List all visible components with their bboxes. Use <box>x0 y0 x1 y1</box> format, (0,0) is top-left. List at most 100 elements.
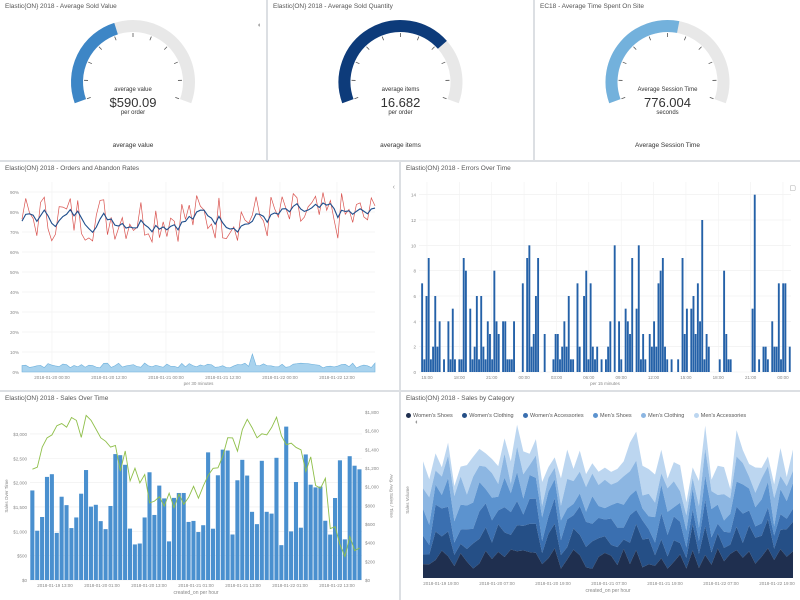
error-bar <box>762 346 765 372</box>
x-axis-label: per 30 minutes <box>184 381 215 386</box>
sales-bar <box>235 480 240 580</box>
legend-item[interactable]: Women's Clothing <box>462 412 514 419</box>
y-tick-label: $1,000 <box>13 529 27 534</box>
error-bar <box>583 296 586 372</box>
sales-bar <box>269 513 274 580</box>
y-tick-label: 80% <box>10 210 19 215</box>
error-bar <box>729 359 732 372</box>
gauge-tick <box>698 46 702 50</box>
y-tick-label: 4 <box>413 319 416 324</box>
legend-label: Women's Shoes <box>413 412 453 419</box>
sales-bar <box>323 520 328 580</box>
y-tick-label: $2,000 <box>13 481 27 486</box>
y-tick-label: 40% <box>10 290 19 295</box>
legend-item[interactable]: Women's Shoes <box>406 413 453 419</box>
error-bar <box>561 346 564 372</box>
legend-label: Women's Clothing <box>469 412 514 419</box>
sales-panel: Elastic{ON} 2018 - Sales Over Time $0 $50… <box>0 392 399 600</box>
y-tick-label: 0 <box>413 370 416 375</box>
legend: Women's Shoes Women's Clothing Women's A… <box>406 405 751 423</box>
x-tick-label: 2018-01-20 19:00 <box>535 581 571 586</box>
sales-bar <box>181 492 186 580</box>
category-area-3 <box>423 472 793 548</box>
sales-bar <box>254 524 259 580</box>
gauge-caption: average items <box>381 87 420 93</box>
legend-item[interactable]: Men's Accessories <box>693 413 746 419</box>
x-tick-label: 2018-01-21 19:00 <box>647 581 683 586</box>
expand-icon[interactable]: ▢ <box>789 185 796 192</box>
error-bar <box>563 321 566 372</box>
error-bar <box>596 346 599 372</box>
sales-bar <box>196 532 201 580</box>
category-area-4 <box>423 446 793 531</box>
sales-bar <box>44 476 50 580</box>
sales-bar <box>318 486 323 580</box>
error-bar <box>771 321 774 372</box>
error-bar <box>694 334 697 372</box>
error-bar <box>725 334 728 372</box>
sales-bar <box>210 528 216 580</box>
panel-title: Elastic{ON} 2018 - Average Sold Quantity <box>273 3 393 10</box>
error-bar <box>576 283 579 372</box>
y-tick-label: 90% <box>10 190 19 195</box>
y-tick-label: 10% <box>10 350 19 355</box>
y-tick-label: 20% <box>10 330 19 335</box>
error-bar <box>788 346 791 372</box>
gauge-value: 16.682 <box>380 95 421 110</box>
error-bar <box>502 321 505 372</box>
legend-item[interactable]: Men's Clothing <box>641 413 684 419</box>
error-bar <box>491 359 494 372</box>
y2-tick-label: $1,000 <box>365 485 379 490</box>
y-tick-label: $3,000 <box>13 432 27 437</box>
error-bar <box>462 258 465 372</box>
x-tick-label: 21:00 <box>745 375 757 380</box>
sales-bar <box>88 506 93 580</box>
sales-bar <box>30 490 35 580</box>
legend-toggle-icon[interactable]: ◐ <box>257 22 262 29</box>
avg-sales-line <box>32 414 360 558</box>
error-bar <box>513 321 515 372</box>
error-bar <box>629 334 631 372</box>
error-bar <box>449 359 452 372</box>
y-tick-label: 2 <box>413 345 416 350</box>
legend-toggle-icon[interactable]: ◐ <box>415 419 420 426</box>
gauge-chart <box>338 20 463 104</box>
gauge-tick <box>355 61 360 65</box>
error-bar <box>637 245 640 372</box>
x-tick-label: 21:00 <box>486 375 498 380</box>
gauge-tick <box>431 46 435 50</box>
gauge-tick <box>163 46 168 50</box>
legend-item[interactable]: Women's Accessories <box>523 413 584 419</box>
collapse-icon[interactable]: ‹ <box>392 184 395 191</box>
orders-avg-line <box>21 202 376 234</box>
y-tick-label: $500 <box>17 554 28 559</box>
orders-panel: Elastic{ON} 2018 - Orders and Abandon Ra… <box>0 162 399 390</box>
error-bar <box>425 296 428 372</box>
gauge-tick <box>621 97 626 100</box>
error-bar <box>683 334 686 372</box>
sales-bar <box>59 496 64 580</box>
x-tick-label: 12:00 <box>648 375 660 380</box>
category-chart: Sales Volume 2018-01-19 19:00 2018-01-20 0… <box>405 424 795 594</box>
sales-bar <box>176 492 181 580</box>
gauge-subtext: per order <box>388 110 413 116</box>
legend-item[interactable]: Men's Shoes <box>593 413 632 419</box>
sales-bar <box>357 469 362 580</box>
legend-dot <box>462 413 468 418</box>
error-bar <box>421 283 424 372</box>
x-tick-label: 09:00 <box>616 375 628 380</box>
x-tick-label: 00:00 <box>777 375 789 380</box>
gauge-tick <box>173 61 178 65</box>
gauge-tick <box>366 46 370 50</box>
sales-bar <box>225 450 230 580</box>
gauge-tick <box>648 36 652 41</box>
category-area-1 <box>423 519 793 569</box>
sales-bar <box>64 505 69 580</box>
error-bar <box>703 359 706 372</box>
error-bar <box>600 359 603 372</box>
gauge-caption: average value <box>114 87 152 93</box>
error-bar <box>578 346 581 372</box>
sales-bar <box>49 474 54 580</box>
error-bar <box>486 321 489 372</box>
error-bar <box>696 283 699 372</box>
